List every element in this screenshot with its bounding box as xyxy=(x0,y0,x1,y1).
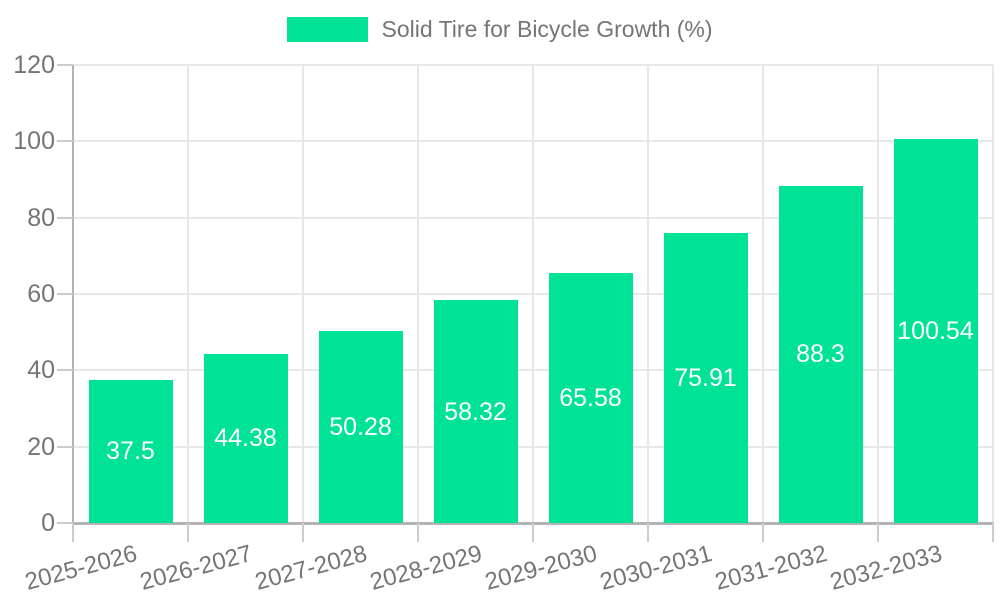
y-axis-line xyxy=(72,65,74,524)
x-axis-tick xyxy=(762,523,764,542)
y-axis-label: 0 xyxy=(41,509,55,537)
bar[interactable] xyxy=(548,272,633,523)
y-axis-label: 60 xyxy=(27,280,55,308)
gridline-vertical xyxy=(187,65,189,523)
bar[interactable] xyxy=(893,139,978,523)
bar[interactable] xyxy=(433,300,518,523)
gridline-vertical xyxy=(992,65,994,523)
y-axis-label: 80 xyxy=(27,203,55,232)
x-axis-tick xyxy=(417,523,419,542)
gridline-vertical xyxy=(302,65,304,523)
x-axis-tick xyxy=(72,523,74,542)
y-axis-tick xyxy=(57,522,73,524)
legend[interactable]: Solid Tire for Bicycle Growth (%) xyxy=(0,16,1000,43)
y-axis-tick xyxy=(57,216,73,219)
gridline-vertical xyxy=(532,65,534,523)
bar[interactable] xyxy=(778,185,863,523)
x-axis-tick xyxy=(532,523,534,542)
y-axis-label: 100 xyxy=(13,127,55,156)
bar[interactable] xyxy=(203,353,288,523)
x-axis-tick xyxy=(647,523,649,542)
y-axis-label: 40 xyxy=(27,356,55,385)
y-axis-tick xyxy=(57,64,73,66)
y-axis-label: 120 xyxy=(13,51,55,79)
y-axis-tick xyxy=(57,445,73,448)
x-axis-tick xyxy=(302,523,304,542)
legend-label: Solid Tire for Bicycle Growth (%) xyxy=(381,16,713,42)
gridline-vertical xyxy=(762,65,764,523)
bar[interactable] xyxy=(663,233,748,523)
bar[interactable] xyxy=(318,331,403,523)
y-axis-tick xyxy=(57,293,73,295)
x-axis-tick xyxy=(187,523,189,542)
gridline-vertical xyxy=(417,65,419,523)
x-axis-tick xyxy=(992,523,994,542)
gridline-vertical xyxy=(647,65,649,523)
y-axis-tick xyxy=(57,140,73,143)
gridline-vertical xyxy=(877,65,879,523)
bar[interactable] xyxy=(88,379,173,523)
legend-swatch-icon xyxy=(287,17,369,42)
y-axis-label: 20 xyxy=(27,432,55,461)
y-axis-tick xyxy=(57,369,73,372)
x-axis-tick xyxy=(877,523,879,542)
